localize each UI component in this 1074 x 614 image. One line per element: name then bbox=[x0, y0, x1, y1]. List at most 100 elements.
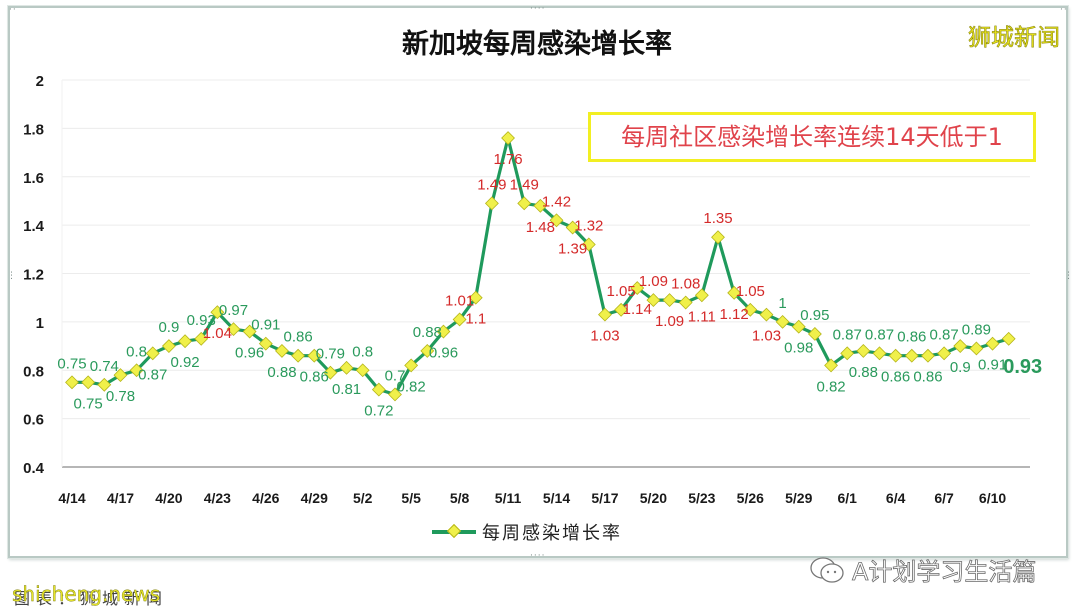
data-label: 1.05 bbox=[606, 283, 635, 300]
data-point-marker bbox=[759, 307, 774, 322]
data-label: 1.39 bbox=[558, 241, 587, 258]
y-tick-label: 2 bbox=[36, 73, 44, 90]
data-point-marker bbox=[242, 324, 257, 339]
data-point-marker bbox=[565, 220, 580, 235]
data-label: 1.09 bbox=[639, 273, 668, 290]
data-point-marker bbox=[388, 387, 402, 402]
data-label: 0.8 bbox=[126, 343, 147, 360]
data-point-marker bbox=[711, 230, 725, 245]
x-tick-label: 5/26 bbox=[737, 490, 764, 506]
annotation-box: 每周社区感染增长率连续14天低于1 bbox=[588, 112, 1036, 162]
data-label: 1.11 bbox=[688, 308, 716, 325]
x-tick-label: 5/20 bbox=[640, 490, 667, 506]
data-point-marker bbox=[113, 368, 128, 383]
data-point-marker bbox=[646, 293, 661, 308]
resize-handle-top-left[interactable]: ·· bbox=[9, 5, 17, 15]
resize-handle-bottom[interactable]: ···· bbox=[530, 551, 546, 561]
data-point-marker bbox=[791, 319, 806, 334]
data-label: 1.32 bbox=[574, 217, 603, 234]
data-point-marker bbox=[161, 339, 176, 353]
resize-handle-top[interactable]: ···· bbox=[530, 4, 546, 14]
y-tick-label: 1.8 bbox=[23, 121, 44, 138]
data-label: 0.91 bbox=[251, 317, 280, 334]
y-tick-label: 1.4 bbox=[23, 218, 45, 235]
data-point-marker bbox=[468, 290, 483, 305]
x-tick-label: 4/20 bbox=[155, 490, 182, 506]
data-label: 0.88 bbox=[849, 364, 878, 381]
data-point-marker bbox=[824, 358, 838, 373]
x-tick-label: 5/29 bbox=[785, 490, 812, 506]
chart-title: 新加坡每周感染增长率 bbox=[402, 29, 672, 60]
wechat-account-name: A计划学习生活篇 bbox=[852, 558, 1037, 587]
data-point-marker bbox=[97, 377, 112, 392]
data-label: 0.86 bbox=[300, 369, 329, 386]
data-point-marker bbox=[953, 339, 968, 353]
data-point-marker bbox=[1001, 331, 1016, 346]
data-point-marker bbox=[549, 213, 564, 228]
data-point-marker bbox=[598, 307, 612, 322]
x-tick-label: 6/4 bbox=[886, 490, 906, 506]
data-label: 0.93 bbox=[187, 312, 216, 329]
x-tick-label: 5/14 bbox=[543, 490, 570, 506]
data-point-marker bbox=[258, 336, 273, 351]
x-tick-label: 4/17 bbox=[107, 490, 134, 506]
data-point-marker bbox=[662, 293, 677, 308]
y-tick-label: 0.6 bbox=[23, 412, 44, 429]
data-point-marker bbox=[404, 358, 419, 373]
data-point-marker bbox=[904, 348, 919, 363]
data-label: 1.01 bbox=[445, 292, 474, 309]
data-point-marker bbox=[517, 196, 532, 211]
chart-source: 图表：狮城新闻 bbox=[14, 589, 169, 608]
data-label: 1.03 bbox=[590, 328, 619, 345]
data-label: 1.04 bbox=[203, 325, 232, 342]
data-point-marker bbox=[872, 346, 887, 361]
x-tick-label: 5/2 bbox=[353, 490, 373, 506]
x-tick-label: 4/26 bbox=[252, 490, 279, 506]
chart-frame bbox=[8, 6, 1068, 558]
data-point-marker bbox=[501, 131, 515, 145]
data-point-marker bbox=[226, 322, 241, 337]
wechat-watermark: A计划学习生活篇 bbox=[808, 552, 1037, 587]
data-label: 1.48 bbox=[526, 219, 555, 236]
x-tick-label: 5/11 bbox=[495, 490, 522, 506]
data-label: 1.49 bbox=[510, 176, 539, 193]
y-tick-label: 1.6 bbox=[23, 170, 44, 187]
data-point-marker bbox=[145, 346, 160, 361]
data-label: 0.96 bbox=[235, 345, 264, 362]
x-tick-label: 6/1 bbox=[837, 490, 857, 506]
data-label: 1.49 bbox=[477, 176, 506, 193]
data-label: 0.82 bbox=[816, 378, 845, 395]
data-point-marker bbox=[807, 327, 822, 341]
data-point-marker bbox=[355, 363, 370, 378]
data-label: 0.98 bbox=[784, 340, 813, 357]
x-tick-label: 4/14 bbox=[58, 490, 85, 506]
data-label: 0.87 bbox=[833, 326, 862, 343]
data-point-marker bbox=[969, 341, 984, 356]
data-point-marker bbox=[420, 343, 435, 358]
data-point-marker bbox=[194, 331, 209, 346]
data-point-marker bbox=[275, 343, 289, 358]
data-label: 0.86 bbox=[913, 369, 942, 386]
data-label: 1.42 bbox=[542, 193, 571, 210]
y-tick-label: 1.2 bbox=[23, 267, 44, 284]
data-label: 0.88 bbox=[413, 324, 442, 341]
data-point-marker bbox=[307, 348, 322, 363]
data-label: 0.79 bbox=[316, 346, 345, 363]
data-label: 0.97 bbox=[219, 302, 248, 319]
data-point-marker bbox=[630, 281, 645, 295]
data-label: 0.86 bbox=[283, 329, 312, 346]
data-label: 0.75 bbox=[57, 355, 86, 372]
data-point-marker bbox=[840, 346, 855, 361]
data-point-marker bbox=[921, 348, 935, 363]
data-point-marker bbox=[775, 314, 790, 329]
data-point-marker bbox=[614, 302, 629, 317]
x-tick-label: 5/5 bbox=[401, 490, 421, 506]
x-tick-label: 5/23 bbox=[688, 490, 715, 506]
resize-handle-top-right[interactable]: ·· bbox=[1060, 5, 1068, 15]
x-tick-label: 6/7 bbox=[934, 490, 954, 506]
legend-line-marker-icon bbox=[432, 523, 476, 539]
x-tick-label: 4/23 bbox=[204, 490, 231, 506]
data-point-marker bbox=[129, 363, 144, 378]
y-tick-label: 0.4 bbox=[23, 460, 45, 477]
data-point-marker bbox=[291, 348, 306, 363]
